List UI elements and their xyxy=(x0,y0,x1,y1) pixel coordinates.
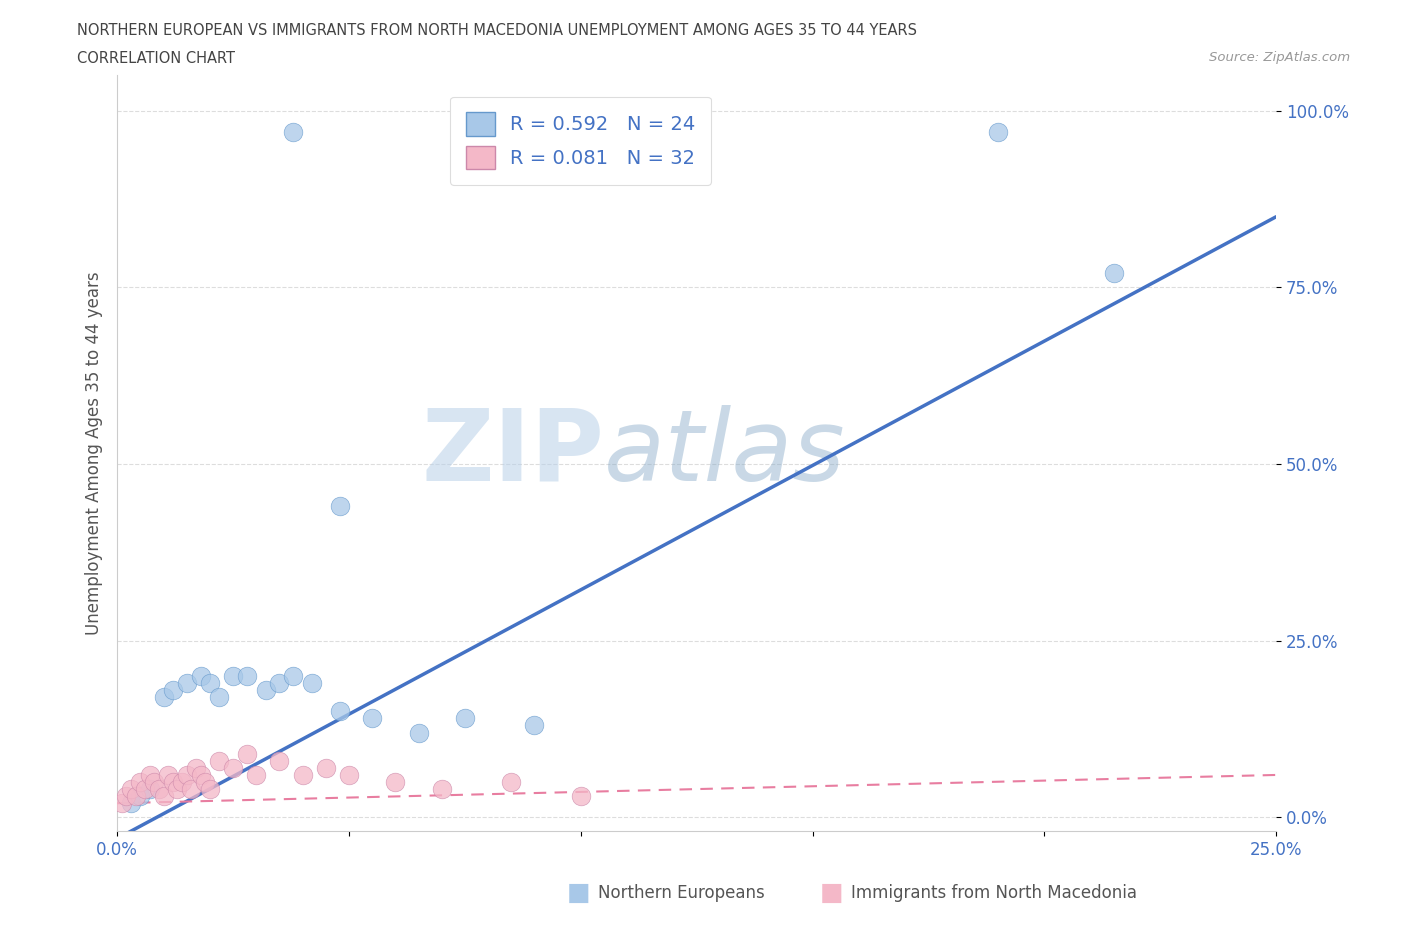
Point xyxy=(138,781,160,796)
Y-axis label: Unemployment Among Ages 35 to 44 years: Unemployment Among Ages 35 to 44 years xyxy=(86,272,103,635)
Point xyxy=(283,125,305,140)
Text: ZIP: ZIP xyxy=(420,405,605,502)
Text: Source: ZipAtlas.com: Source: ZipAtlas.com xyxy=(1209,51,1350,64)
Point xyxy=(1102,266,1125,281)
Text: atlas: atlas xyxy=(605,405,845,502)
Point xyxy=(115,789,138,804)
Text: ■: ■ xyxy=(820,881,844,905)
Point xyxy=(222,669,245,684)
Point xyxy=(148,781,170,796)
Point xyxy=(269,676,291,691)
Point xyxy=(283,669,305,684)
Point xyxy=(129,789,152,804)
Point xyxy=(315,761,337,776)
Point xyxy=(176,767,198,782)
Point xyxy=(291,767,314,782)
Point xyxy=(184,761,207,776)
Point xyxy=(138,767,160,782)
Point xyxy=(236,669,259,684)
Point xyxy=(143,775,166,790)
Point xyxy=(245,767,267,782)
Point xyxy=(166,781,188,796)
Point xyxy=(176,676,198,691)
Point xyxy=(120,796,142,811)
Point xyxy=(501,775,523,790)
Point xyxy=(236,746,259,761)
Point xyxy=(208,690,231,705)
Point xyxy=(190,767,212,782)
Point xyxy=(198,781,221,796)
Point xyxy=(329,704,352,719)
Point xyxy=(337,767,360,782)
Text: Northern Europeans: Northern Europeans xyxy=(598,884,765,902)
Point xyxy=(152,789,174,804)
Point xyxy=(190,669,212,684)
Point xyxy=(569,789,592,804)
Point xyxy=(301,676,323,691)
Point xyxy=(120,781,142,796)
Point xyxy=(329,499,352,514)
Point xyxy=(198,676,221,691)
Point xyxy=(454,711,477,726)
Point xyxy=(208,753,231,768)
Point xyxy=(111,796,134,811)
Text: CORRELATION CHART: CORRELATION CHART xyxy=(77,51,235,66)
Point xyxy=(152,690,174,705)
Text: NORTHERN EUROPEAN VS IMMIGRANTS FROM NORTH MACEDONIA UNEMPLOYMENT AMONG AGES 35 : NORTHERN EUROPEAN VS IMMIGRANTS FROM NOR… xyxy=(77,23,917,38)
Text: Immigrants from North Macedonia: Immigrants from North Macedonia xyxy=(851,884,1136,902)
Point xyxy=(987,125,1010,140)
Point xyxy=(157,767,180,782)
Point xyxy=(361,711,384,726)
Legend: R = 0.592   N = 24, R = 0.081   N = 32: R = 0.592 N = 24, R = 0.081 N = 32 xyxy=(450,97,711,185)
Point xyxy=(254,683,277,698)
Point xyxy=(162,683,184,698)
Point xyxy=(408,725,430,740)
Point xyxy=(194,775,217,790)
Point xyxy=(269,753,291,768)
Point xyxy=(222,761,245,776)
Point xyxy=(523,718,546,733)
Point xyxy=(129,775,152,790)
Point xyxy=(162,775,184,790)
Text: ■: ■ xyxy=(567,881,591,905)
Point xyxy=(430,781,453,796)
Point xyxy=(172,775,194,790)
Point xyxy=(384,775,406,790)
Point xyxy=(180,781,202,796)
Point xyxy=(125,789,148,804)
Point xyxy=(134,781,156,796)
